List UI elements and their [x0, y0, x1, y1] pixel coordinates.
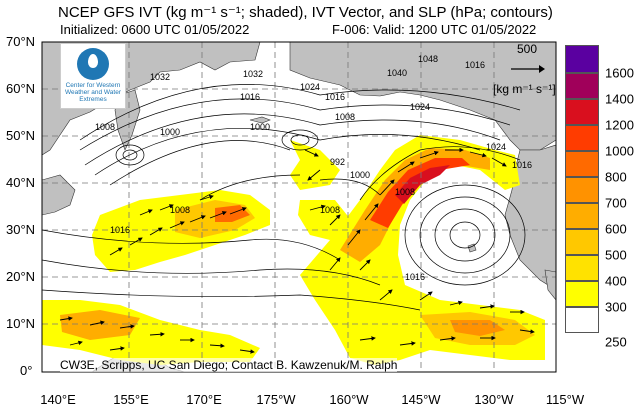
slp-labels: 1032 1032 1024 1040 1048 1016 1016 1016 … — [95, 54, 532, 282]
slp-label: 1008 — [170, 205, 190, 215]
colorbar-label: 1600 — [605, 65, 634, 81]
ivt-ar-darkred — [395, 165, 450, 204]
lat-tick: 50°N — [6, 128, 36, 143]
lat-tick: 40°N — [6, 175, 36, 190]
slp-label: 1024 — [410, 102, 430, 112]
slp-label: 1032 — [243, 69, 263, 79]
slp-label: 1008 — [320, 205, 340, 215]
slp-label: 1016 — [512, 160, 532, 170]
ivt-vectors — [59, 147, 535, 354]
ivt-band-central — [290, 140, 340, 190]
lat-tick: 10°N — [6, 316, 36, 331]
ivt-ar-orange — [340, 148, 490, 262]
colorbar-segment — [565, 229, 599, 255]
slp-label: 992 — [330, 157, 345, 167]
lon-tick: 130°W — [474, 392, 514, 407]
colorbar-segment — [565, 307, 599, 333]
lon-tick: 115°W — [545, 392, 585, 407]
slp-label: 1016 — [325, 92, 345, 102]
lat-lon-grid — [42, 42, 556, 372]
slp-label: 1000 — [160, 127, 180, 137]
colorbar-label: 500 — [605, 247, 627, 263]
slp-label: 1000 — [250, 122, 270, 132]
slp-label: 1032 — [150, 72, 170, 82]
lat-tick: 30°N — [6, 222, 36, 237]
ivt-tropical-orange — [60, 310, 140, 340]
slp-label: 1048 — [418, 54, 438, 64]
cw3e-logo: Center for Western Weather and Water Ext… — [60, 43, 126, 109]
aleutian-island — [249, 116, 271, 124]
colorbar-segment — [565, 151, 599, 177]
colorbar-segment — [565, 125, 599, 151]
colorbar-segment — [565, 73, 599, 99]
lon-tick: 160°W — [329, 392, 369, 407]
colorbar-label: 300 — [605, 299, 627, 315]
colorbar-segment — [565, 203, 599, 229]
slp-label: 1040 — [387, 68, 407, 78]
ivt-ar-red — [370, 158, 470, 228]
slp-label: 1008 — [335, 112, 355, 122]
slp-label: 1024 — [486, 142, 506, 152]
colorbar-segment — [565, 255, 599, 281]
colorbar-segment — [565, 45, 599, 73]
hawaii-island — [467, 243, 477, 253]
colorbar-label: 400 — [605, 273, 627, 289]
baja-land — [544, 269, 556, 301]
credit-text: CW3E, Scripps, UC San Diego; Contact B. … — [60, 358, 398, 372]
slp-label: 1008 — [395, 187, 415, 197]
colorbar-segment — [565, 177, 599, 203]
chart-title: NCEP GFS IVT (kg m⁻¹ s⁻¹; shaded), IVT V… — [58, 4, 553, 21]
slp-contours — [42, 84, 526, 311]
slp-label: 1024 — [300, 82, 320, 92]
colorbar-segment — [565, 281, 599, 307]
slp-label: 1016 — [465, 60, 485, 70]
japan-land — [42, 174, 76, 216]
slp-label: 1000 — [350, 170, 370, 180]
slp-label: 1016 — [110, 225, 130, 235]
logo-text: Center for Western Weather and Water Ext… — [65, 82, 121, 103]
slp-label: 1016 — [240, 92, 260, 102]
lon-tick: 140°E — [40, 392, 76, 407]
lon-tick: 170°E — [186, 392, 222, 407]
lon-tick: 145°W — [401, 392, 441, 407]
colorbar-label: 800 — [605, 169, 627, 185]
colorbar-label: 600 — [605, 221, 627, 237]
lat-tick: 70°N — [6, 34, 36, 49]
lat-tick: 60°N — [6, 81, 36, 96]
alaska-land — [289, 42, 556, 151]
colorbar-label: 250 — [605, 334, 627, 350]
lon-tick: 155°E — [113, 392, 149, 407]
colorbar-label: 1200 — [605, 117, 634, 133]
valid-time: F-006: Valid: 1200 UTC 01/05/2022 — [332, 22, 537, 37]
colorbar-label: 1000 — [605, 143, 634, 159]
lon-tick: 175°W — [256, 392, 296, 407]
colorbar-label: 1400 — [605, 91, 634, 107]
initialized-time: Initialized: 0600 UTC 01/05/2022 — [60, 22, 250, 37]
arrow-right-icon — [511, 65, 545, 73]
water-drop-icon — [88, 54, 98, 68]
colorbar-label: 700 — [605, 195, 627, 211]
slp-label: 1008 — [95, 122, 115, 132]
vector-reference: 500 — [497, 42, 557, 79]
slp-label: 1016 — [405, 272, 425, 282]
vector-unit: [kg m⁻¹ s⁻¹] — [493, 82, 556, 96]
vector-reference-value: 500 — [516, 42, 538, 56]
lat-tick: 0° — [20, 363, 33, 378]
lat-tick: 20°N — [6, 269, 36, 284]
colorbar-segment — [565, 99, 599, 125]
